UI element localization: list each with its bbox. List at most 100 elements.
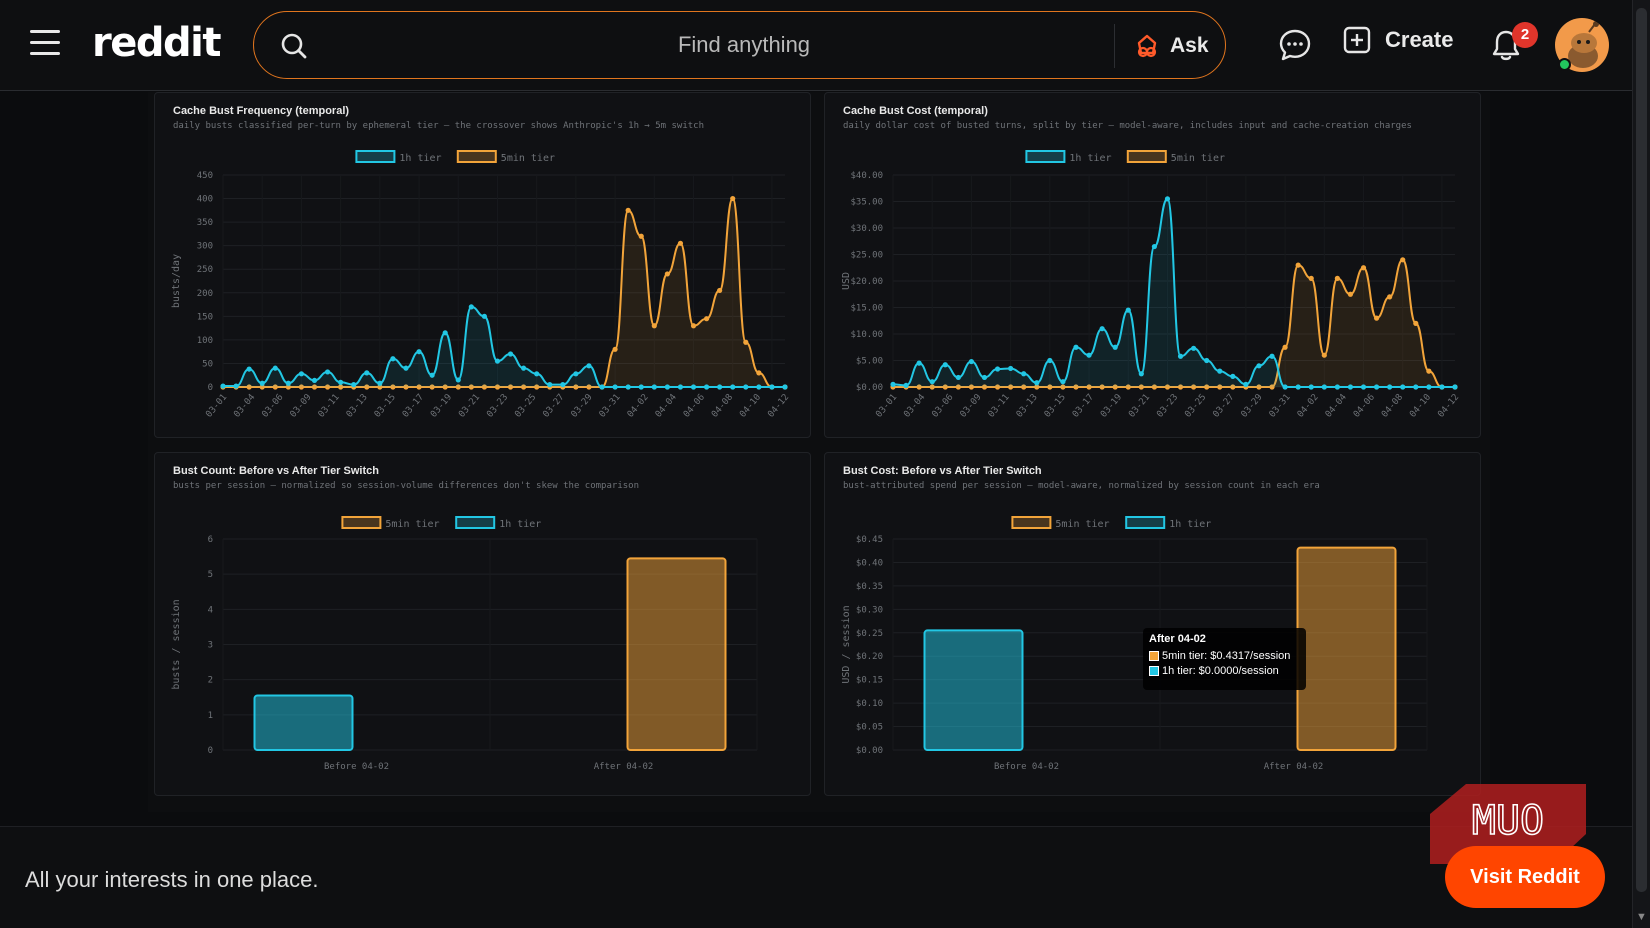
reddit-logo[interactable]: reddit	[92, 20, 221, 66]
data-point	[272, 384, 278, 390]
search-input[interactable]	[334, 26, 1154, 64]
data-point	[560, 382, 566, 388]
data-point	[324, 369, 331, 375]
x-tick-label: 03-17	[401, 393, 426, 420]
data-point	[233, 383, 239, 389]
legend-swatch	[455, 516, 496, 529]
data-point	[677, 384, 684, 390]
x-tick-label: 03-31	[1268, 393, 1293, 420]
x-tick-label: 03-23	[485, 393, 510, 420]
data-point	[651, 323, 657, 329]
legend-swatch	[1011, 516, 1052, 529]
data-point	[586, 363, 592, 369]
scroll-down-arrow[interactable]: ▼	[1636, 911, 1647, 923]
x-tick-label: 03-27	[1211, 393, 1236, 420]
muo-watermark-text: MUO	[1472, 798, 1544, 844]
data-point	[1086, 352, 1092, 358]
tooltip-line-5min: 5min tier: $0.4317/session	[1162, 650, 1291, 662]
data-point	[416, 384, 422, 390]
data-point	[730, 384, 736, 390]
legend-swatch	[456, 150, 497, 163]
scrollbar[interactable]: ▼	[1632, 0, 1650, 928]
bust-count-chart: 0 1 2 3 4 5 6 busts / session Before 04-02 After …	[171, 516, 758, 772]
x-tick-label: 03-13	[345, 393, 370, 420]
data-point	[586, 384, 592, 390]
x-tick-label: 03-15	[373, 393, 398, 420]
data-point	[1387, 294, 1393, 300]
ask-button[interactable]: Ask	[1134, 26, 1209, 66]
y-tick-label: $10.00	[850, 330, 883, 340]
visit-reddit-button[interactable]: Visit Reddit	[1445, 846, 1605, 908]
data-point	[1112, 384, 1118, 390]
top-bar: reddit Ask Create 2	[0, 0, 1632, 91]
bar	[923, 629, 1024, 751]
chat-icon[interactable]	[1278, 28, 1312, 62]
x-tick-label: 03-13	[1015, 393, 1040, 420]
y-tick-label: $30.00	[850, 224, 883, 234]
data-point	[507, 351, 514, 357]
y-tick-label: $0.40	[856, 558, 883, 568]
data-point	[994, 384, 1001, 390]
data-point	[573, 371, 579, 377]
data-point	[507, 384, 514, 390]
search-icon	[281, 33, 307, 59]
data-point	[1413, 320, 1419, 326]
x-tick-label: 03-19	[429, 393, 454, 420]
data-point	[1138, 371, 1144, 377]
legend-swatch	[1126, 150, 1167, 163]
chart-tooltip: After 04-02 5min tier: $0.4317/session 1…	[1143, 628, 1306, 690]
bust-cost-chart: $0.00 $0.05 $0.10 $0.15 $0.20 $0.25 $0.30 $0.35…	[841, 516, 1428, 772]
data-point	[994, 366, 1001, 372]
data-point	[756, 370, 762, 376]
search-bar[interactable]: Ask	[253, 11, 1226, 79]
data-point	[324, 384, 331, 390]
legend-label: 5min tier	[501, 153, 555, 164]
x-tick-label: 03-25	[513, 393, 538, 420]
data-point	[1112, 344, 1118, 350]
footer-bar: All your interests in one place.	[0, 826, 1632, 928]
scrollbar-thumb[interactable]	[1636, 8, 1647, 892]
tooltip-swatch-teal	[1149, 666, 1159, 676]
y-tick-label: 1	[208, 711, 213, 721]
data-point	[1204, 384, 1210, 390]
data-point	[1295, 384, 1301, 390]
x-tick-label: 03-17	[1071, 393, 1096, 420]
notification-badge: 2	[1512, 22, 1538, 48]
x-tick-label: 04-10	[738, 393, 763, 420]
data-point	[573, 384, 579, 390]
data-point	[903, 382, 909, 389]
x-tick-label: 03-23	[1155, 393, 1180, 420]
data-point	[1256, 363, 1262, 369]
data-point	[521, 365, 527, 371]
y-tick-label: $0.45	[856, 535, 883, 545]
data-point	[1282, 384, 1288, 390]
x-tick-label: 03-06	[260, 393, 285, 420]
y-tick-label: 400	[197, 195, 213, 205]
data-point	[638, 384, 644, 390]
data-point	[1164, 196, 1171, 202]
bell-icon[interactable]	[1490, 28, 1522, 62]
data-point	[743, 384, 749, 390]
tooltip-swatch-orange	[1149, 651, 1159, 661]
data-point	[1321, 384, 1327, 390]
data-point	[429, 384, 435, 390]
tooltip-line-1h: 1h tier: $0.0000/session	[1162, 665, 1279, 677]
x-tick-label: 04-10	[1408, 393, 1433, 420]
panel-subtitle: daily dollar cost of busted turns, split…	[843, 121, 1412, 131]
data-point	[1191, 345, 1197, 351]
y-tick-label: 200	[197, 289, 213, 299]
data-point	[1400, 257, 1406, 263]
post-content: Cache Bust Frequency (temporal) daily bu…	[148, 92, 1490, 812]
data-point	[1308, 275, 1314, 281]
legend-swatch	[355, 150, 396, 163]
data-point	[285, 380, 291, 386]
x-tick-label: 04-08	[710, 393, 735, 420]
x-tick-label: Before 04-02	[994, 762, 1059, 772]
x-tick-label: 03-29	[570, 393, 595, 420]
y-tick-label: $0.05	[856, 723, 883, 733]
menu-icon[interactable]	[30, 30, 60, 56]
create-button[interactable]: Create	[1343, 26, 1453, 54]
data-point	[1217, 368, 1223, 374]
y-tick-label: 150	[197, 312, 213, 322]
data-point	[403, 365, 409, 371]
